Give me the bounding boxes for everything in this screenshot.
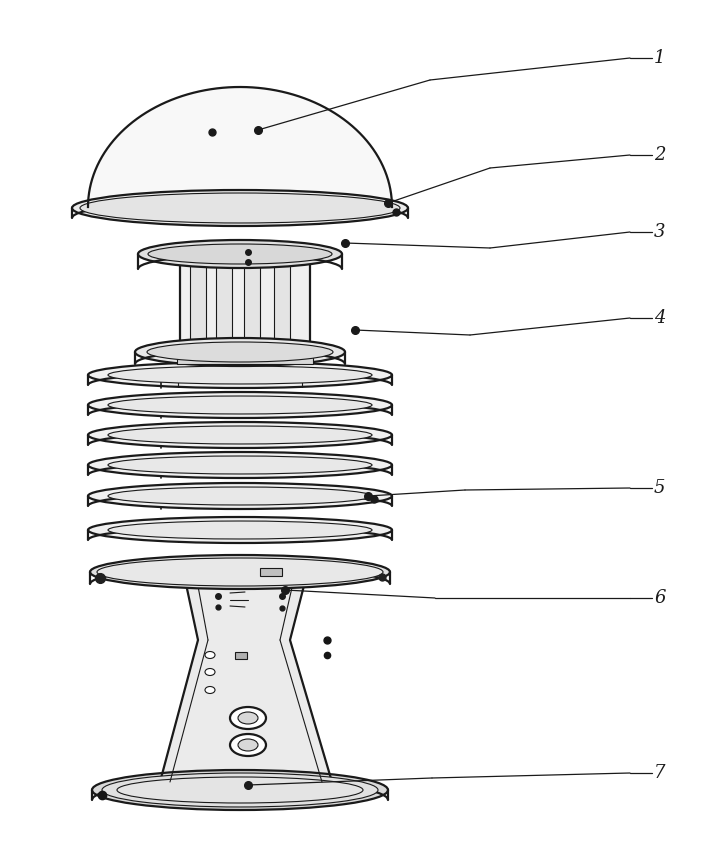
Bar	[216, 258, 232, 364]
Ellipse shape	[108, 456, 372, 474]
Ellipse shape	[108, 487, 372, 505]
Ellipse shape	[88, 362, 392, 388]
Ellipse shape	[108, 396, 372, 414]
Ellipse shape	[117, 777, 363, 803]
Ellipse shape	[147, 342, 333, 362]
Text: 2: 2	[654, 146, 665, 164]
Bar	[235, 652, 247, 659]
Bar	[180, 258, 310, 364]
Ellipse shape	[205, 651, 215, 658]
Ellipse shape	[90, 555, 390, 589]
Text: 7: 7	[654, 764, 665, 782]
Ellipse shape	[108, 426, 372, 444]
Polygon shape	[160, 570, 332, 782]
Ellipse shape	[92, 770, 388, 810]
Ellipse shape	[88, 392, 392, 418]
Ellipse shape	[238, 712, 258, 724]
Ellipse shape	[108, 366, 372, 384]
Ellipse shape	[205, 687, 215, 694]
Ellipse shape	[80, 193, 400, 223]
Ellipse shape	[138, 240, 342, 268]
Text: 4: 4	[654, 309, 665, 327]
Ellipse shape	[108, 521, 372, 539]
Ellipse shape	[88, 517, 392, 543]
Polygon shape	[88, 87, 392, 207]
Bar	[177, 356, 313, 364]
Bar	[190, 258, 206, 364]
Bar	[244, 258, 260, 364]
Ellipse shape	[88, 483, 392, 509]
Ellipse shape	[88, 452, 392, 478]
Bar	[260, 568, 282, 576]
Text: 1: 1	[654, 49, 665, 67]
Ellipse shape	[230, 734, 266, 756]
Ellipse shape	[148, 244, 332, 264]
Text: 5: 5	[654, 479, 665, 497]
Ellipse shape	[72, 190, 408, 226]
Ellipse shape	[238, 739, 258, 751]
Ellipse shape	[102, 773, 378, 807]
Text: 6: 6	[654, 589, 665, 607]
Ellipse shape	[97, 558, 383, 586]
Ellipse shape	[230, 707, 266, 729]
Ellipse shape	[135, 338, 345, 366]
Bar	[274, 258, 290, 364]
Ellipse shape	[205, 669, 215, 676]
Text: 3: 3	[654, 223, 665, 241]
Ellipse shape	[88, 422, 392, 448]
